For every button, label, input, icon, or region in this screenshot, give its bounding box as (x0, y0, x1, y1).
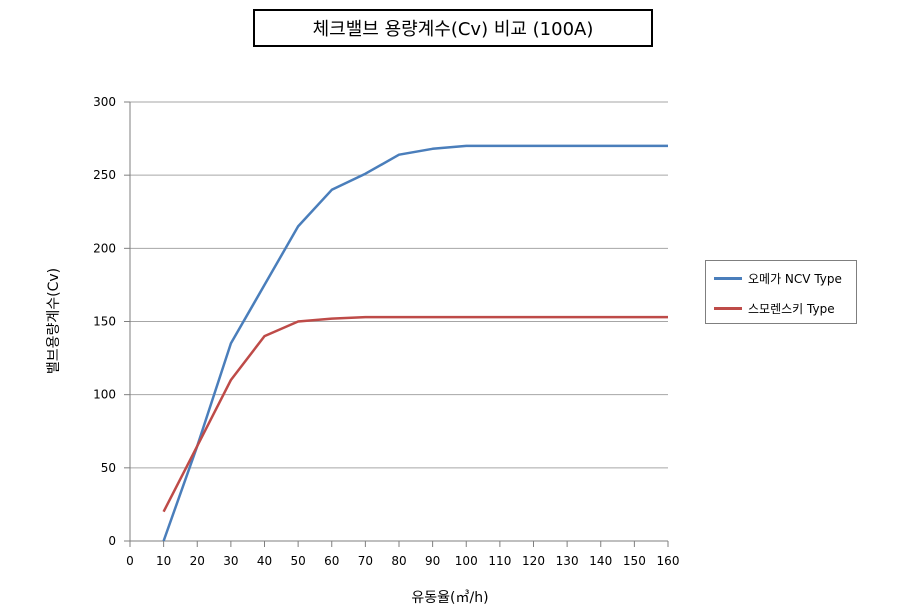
axes (124, 101, 669, 547)
x-tick-label: 90 (425, 554, 440, 568)
legend: 오메가 NCV Type 스모렌스키 Type (705, 260, 857, 324)
x-tick-label: 10 (156, 554, 171, 568)
x-tick-label: 0 (126, 554, 134, 568)
series-line-2 (162, 315, 668, 513)
y-tick-label: 300 (93, 95, 116, 109)
x-tick-label: 30 (223, 554, 238, 568)
x-tick-label: 110 (488, 554, 511, 568)
y-tick-label: 200 (93, 241, 116, 255)
x-tick-label: 70 (358, 554, 373, 568)
gridlines (130, 101, 668, 469)
chart-title: 체크밸브 용량계수(Cv) 비교 (100A) (253, 9, 653, 47)
y-tick-label: 250 (93, 168, 116, 182)
legend-item-series-1: 오메가 NCV Type (706, 268, 842, 288)
series-line-1 (162, 144, 668, 542)
legend-swatch-red (714, 306, 742, 310)
x-tick-label: 130 (556, 554, 579, 568)
x-tick-label: 100 (455, 554, 478, 568)
x-tick-label: 50 (290, 554, 305, 568)
x-tick-label: 160 (657, 554, 680, 568)
x-tick-label: 60 (324, 554, 339, 568)
series-lines (162, 144, 668, 542)
x-tick-label: 120 (522, 554, 545, 568)
y-axis-title: 밸브용량계수(Cv) (46, 268, 62, 374)
legend-label: 오메가 NCV Type (748, 271, 842, 286)
y-tick-label: 150 (93, 315, 116, 329)
x-tick-label: 140 (589, 554, 612, 568)
legend-swatch-blue (714, 276, 742, 280)
x-tick-label: 20 (190, 554, 205, 568)
y-tick-label: 50 (101, 461, 116, 475)
y-tick-label: 0 (108, 534, 116, 548)
legend-item-series-2: 스모렌스키 Type (706, 298, 835, 318)
y-tick-label: 100 (93, 388, 116, 402)
tick-labels: 0 50 100 150 200 250 300 0 10 20 30 40 50 60 70 80 90 100… (93, 95, 679, 568)
x-tick-label: 80 (391, 554, 406, 568)
x-axis-title: 유동율(㎥/h) (411, 590, 488, 606)
legend-label: 스모렌스키 Type (748, 301, 835, 316)
x-tick-label: 150 (623, 554, 646, 568)
x-tick-label: 40 (257, 554, 272, 568)
